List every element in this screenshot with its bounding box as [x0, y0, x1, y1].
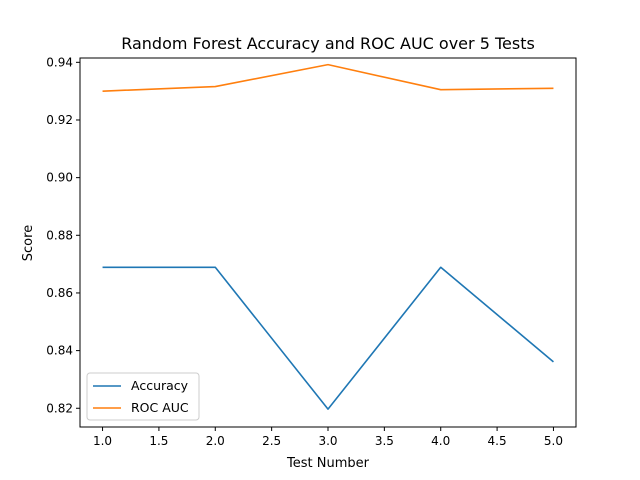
x-tick-label: 4.5	[488, 434, 507, 448]
legend-label-accuracy: Accuracy	[131, 378, 189, 393]
x-tick-label: 1.0	[93, 434, 112, 448]
x-axis-label: Test Number	[286, 456, 370, 471]
x-tick-label: 3.5	[375, 434, 394, 448]
chart-title: Random Forest Accuracy and ROC AUC over …	[121, 34, 535, 53]
y-tick-label: 0.90	[46, 171, 73, 185]
x-tick-label: 3.0	[318, 434, 337, 448]
y-tick-label: 0.82	[46, 401, 73, 415]
plot-area-frame	[79, 57, 577, 428]
legend: Accuracy ROC AUC	[86, 372, 200, 421]
legend-label-roc-auc: ROC AUC	[131, 400, 189, 415]
series-line-roc-auc	[102, 63, 554, 92]
y-axis-label: Score	[21, 225, 36, 261]
series-line-accuracy	[102, 266, 554, 410]
y-tick-label: 0.94	[46, 55, 73, 69]
x-tick-label: 5.0	[544, 434, 563, 448]
x-tick-label: 4.0	[431, 434, 450, 448]
y-tick-label: 0.92	[46, 113, 73, 127]
y-tick-label: 0.84	[46, 344, 73, 358]
x-tick-label: 2.5	[262, 434, 281, 448]
y-tick-label: 0.88	[46, 228, 73, 242]
x-tick-label: 2.0	[206, 434, 225, 448]
x-tick-label: 1.5	[149, 434, 168, 448]
y-tick-label: 0.86	[46, 286, 73, 300]
